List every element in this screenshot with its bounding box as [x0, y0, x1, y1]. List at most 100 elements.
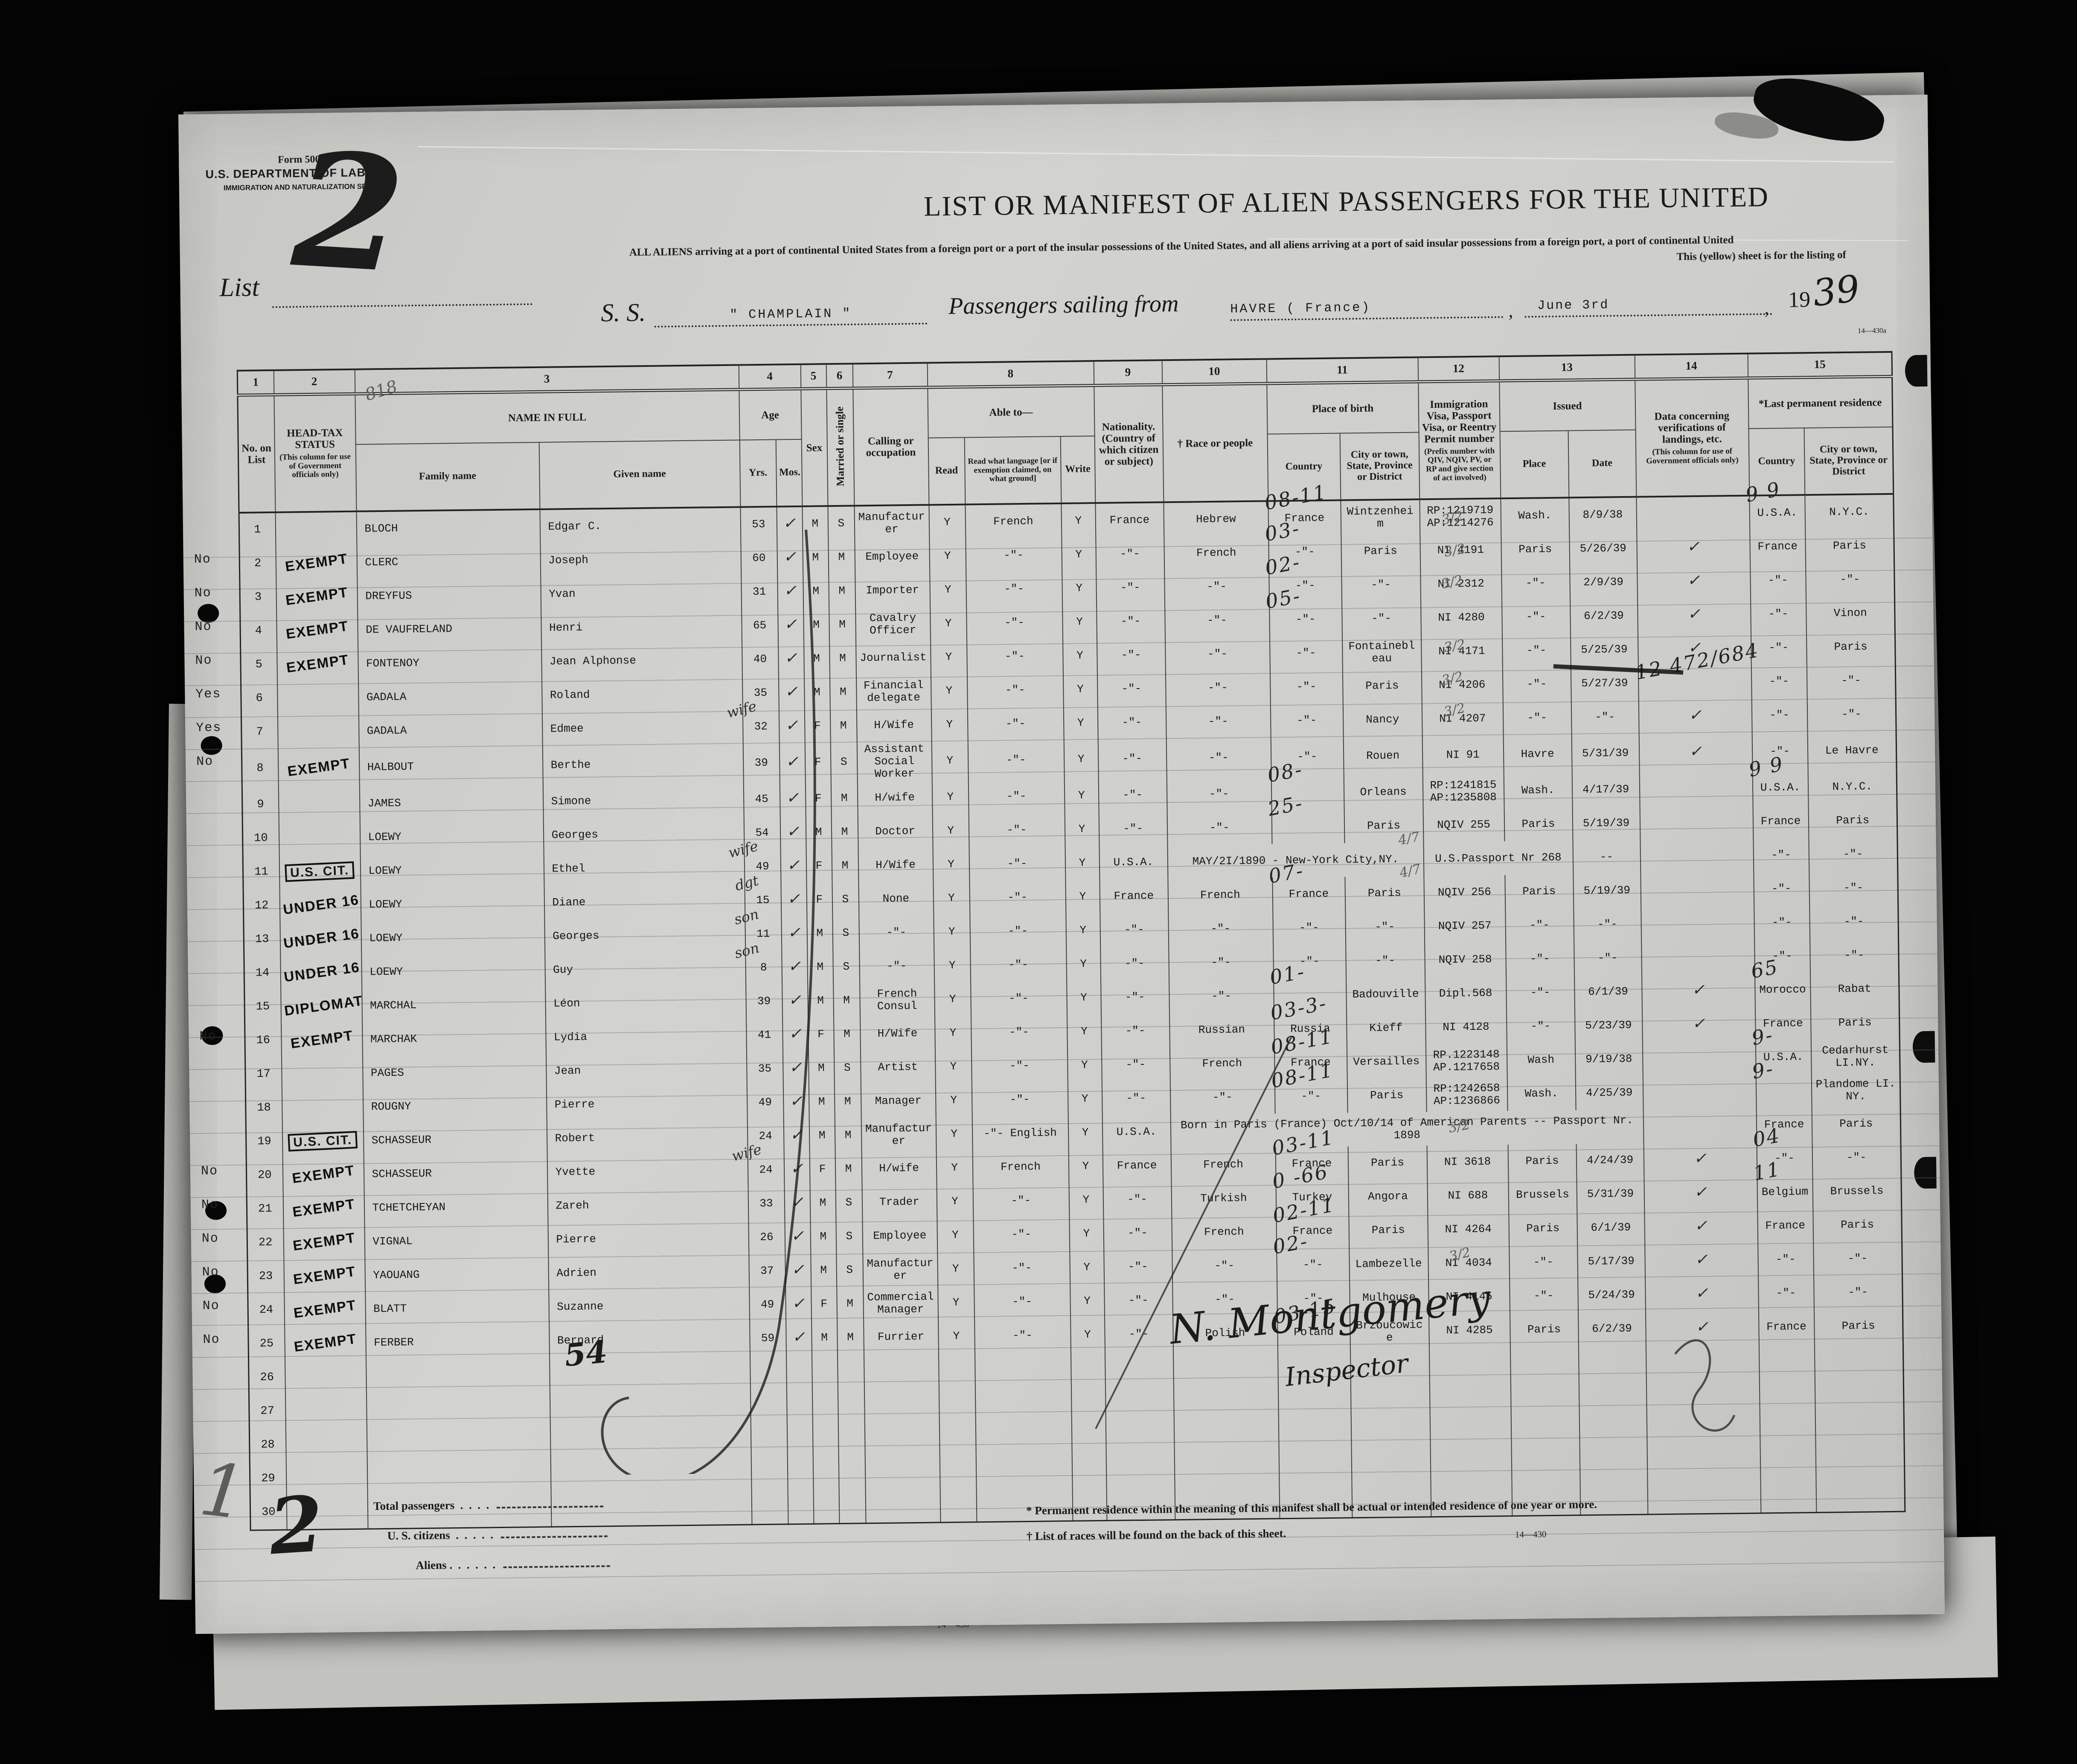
cell — [940, 1488, 977, 1523]
cell-text: MAY/2I/1890 - New-York City,NY. — [1192, 853, 1399, 868]
cell: France — [1099, 879, 1168, 913]
cell-text: NQIV 257 — [1438, 919, 1492, 933]
cell-text: Paris — [1841, 1319, 1875, 1333]
cell-text: -"- — [1207, 613, 1228, 627]
cell-text: Y — [951, 1194, 958, 1208]
cell-text: -"- — [1211, 989, 1232, 1003]
cell: ✓ — [1637, 597, 1751, 633]
cell-text: -"- — [1127, 1226, 1148, 1240]
cell: French — [1167, 878, 1273, 913]
cell-text: France — [1284, 511, 1325, 525]
cell: ✓ — [783, 1119, 810, 1153]
cell: NI 4207 — [1422, 701, 1504, 736]
cell: M — [811, 1321, 838, 1355]
cell — [1579, 1379, 1647, 1414]
cell: Manufacturer — [854, 505, 929, 541]
margin-note: No — [195, 653, 212, 668]
cell: ✓ — [1644, 1175, 1757, 1211]
list-blank-line — [272, 303, 533, 308]
cell: NI 4128 — [1425, 1010, 1507, 1045]
cell-text: Paris — [1370, 1088, 1404, 1102]
cell: Simone — [543, 782, 744, 819]
cell — [285, 1393, 367, 1428]
cell: ✓ — [1645, 1310, 1759, 1346]
cell: NI 688 — [1427, 1178, 1509, 1213]
cell: -"- — [1172, 1248, 1277, 1284]
cell-text: ✓ — [1687, 605, 1701, 623]
cell: S — [832, 882, 859, 917]
cell: Y — [930, 606, 967, 641]
cell-text: ✓ — [790, 1160, 803, 1177]
cell-text: -"- — [1007, 823, 1027, 837]
cell-text: 5/31/39 — [1582, 746, 1629, 760]
col-number: 10 — [1162, 359, 1267, 385]
cell-text: F — [814, 756, 821, 769]
cell-text: Y — [951, 1127, 958, 1140]
cell: -"- — [1754, 939, 1810, 974]
cell-text: NI 3618 — [1444, 1155, 1491, 1168]
cell: LOEWY — [360, 818, 544, 854]
cell-text: SCHASSEUR — [372, 1167, 432, 1181]
cell: 7 Yes — [196, 715, 278, 750]
cell: ✓ — [1644, 1142, 1757, 1177]
cell: 10 — [242, 821, 279, 856]
cell — [1760, 1444, 1816, 1479]
cell: -"- — [973, 1250, 1070, 1286]
cell: Born in Paris (France) Oct/10/14 of Amer… — [1170, 1109, 1644, 1149]
cell-text: Paris — [1840, 1218, 1874, 1232]
cell: ✓ — [785, 1321, 812, 1355]
cell-text: Diane — [552, 895, 586, 909]
cell: -"- — [1813, 1275, 1903, 1310]
cell — [1647, 1445, 1760, 1480]
cell: 12 — [243, 889, 280, 923]
cell: Versailles — [1347, 1044, 1426, 1079]
col-number: 11 — [1266, 357, 1418, 384]
cell-text: NI 4285 — [1446, 1323, 1493, 1337]
page-title: LIST OR MANIFEST OF ALIEN PASSENGERS FOR… — [923, 181, 1769, 222]
cell-text: M — [841, 859, 849, 872]
cell: 65 — [741, 608, 778, 643]
cell — [1643, 1074, 1757, 1110]
cell: Y — [934, 982, 971, 1017]
cell: EXEMPT — [276, 579, 358, 614]
cell-text: 28 — [261, 1439, 275, 1452]
cell-text: 26 — [260, 1371, 274, 1384]
cell: NI 4264 — [1427, 1212, 1509, 1247]
ship-name: " CHAMPLAIN " — [654, 305, 928, 328]
cell-text: Dipl.568 — [1439, 986, 1492, 1000]
cell-text: S — [842, 892, 849, 906]
cell: YAOUANG — [364, 1256, 549, 1293]
cell: Cedarhurst LI.NY. — [1811, 1039, 1900, 1074]
cell: ✓ — [779, 709, 805, 744]
header-issued: Issued — [1499, 379, 1636, 432]
cell-text: M — [820, 1230, 827, 1243]
cell-text: -"- — [1004, 616, 1025, 629]
form-number: Form 500 — [278, 154, 320, 166]
cell-text: 5/23/39 — [1585, 1018, 1632, 1032]
cell-text: M — [819, 1196, 826, 1209]
cell-text: Y — [953, 1329, 960, 1343]
header-yrs: Yrs. — [739, 439, 777, 507]
cell: Y — [929, 573, 966, 607]
cell: -"- English — [972, 1116, 1069, 1151]
cell: Joseph — [540, 541, 741, 578]
cell: FONTENOY — [358, 645, 542, 681]
cell-text: 41 — [757, 1028, 771, 1042]
cell: 2/9/39 — [1569, 565, 1638, 600]
cell: Paris — [1810, 1005, 1900, 1040]
cell-text: Guy — [553, 963, 573, 976]
cell: M — [835, 1118, 862, 1153]
cell: -"- — [1272, 910, 1346, 945]
cell: 15 — [744, 883, 781, 918]
cell: M — [807, 950, 833, 984]
cell: -"- — [1168, 911, 1273, 947]
cell: M — [829, 641, 856, 676]
cell-text: GADALA — [366, 690, 407, 704]
cell: Doctor — [858, 814, 933, 849]
cell — [839, 1489, 866, 1524]
cell-text: M — [843, 1027, 850, 1040]
cell: Y — [1070, 1317, 1105, 1352]
cell: 5/19/39 — [1573, 873, 1641, 908]
cell — [1071, 1418, 1106, 1453]
cell-text: NI 4206 — [1439, 678, 1486, 692]
